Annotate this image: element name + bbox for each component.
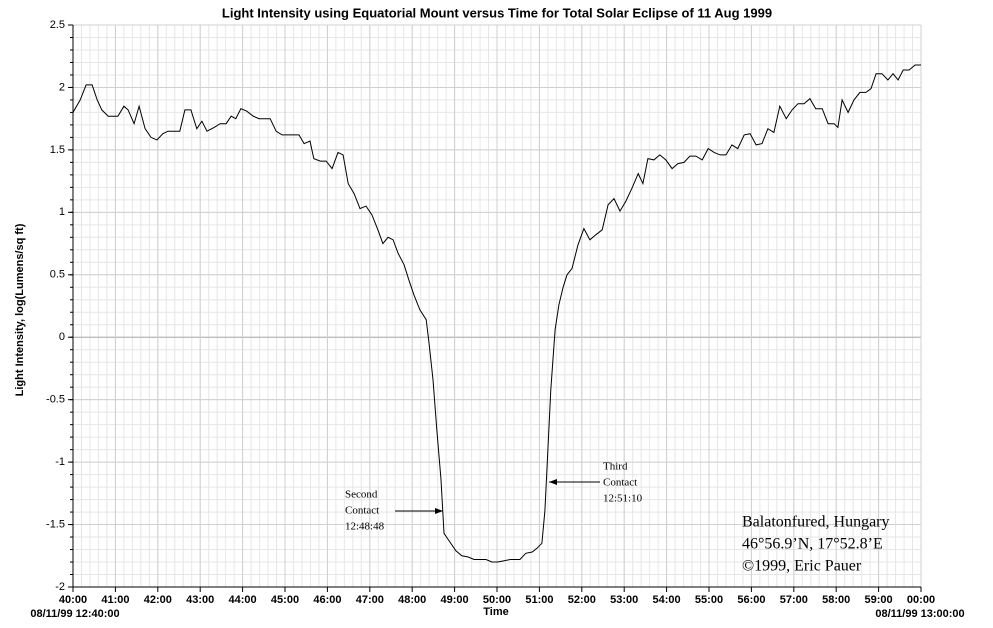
y-axis-label: Light Intensity, log(Lumens/sq ft)	[14, 223, 26, 396]
x-end-label: 08/11/99 13:00:00	[875, 608, 964, 620]
x-tick-label: 48:00	[398, 594, 426, 606]
arrow-head	[549, 479, 557, 485]
x-tick-label: 42:00	[144, 594, 172, 606]
x-tick-label: 43:00	[186, 594, 214, 606]
y-tick-label: -0.5	[46, 394, 65, 406]
y-tick-label: 1.5	[50, 144, 65, 156]
x-tick-label: 56:00	[737, 594, 765, 606]
x-tick-label: 58:00	[822, 594, 850, 606]
y-tick-label: 1	[59, 206, 65, 218]
y-tick-label: -1	[55, 456, 65, 468]
info-text: Balatonfured, Hungary	[742, 514, 890, 531]
x-axis-label: Time	[483, 606, 508, 618]
x-tick-label: 55:00	[695, 594, 723, 606]
info-text: ©1999, Eric Pauer	[742, 558, 862, 575]
annotation-text: Second	[345, 489, 378, 501]
arrow-head	[435, 508, 443, 514]
x-tick-label: 54:00	[653, 594, 681, 606]
x-tick-label: 57:00	[780, 594, 808, 606]
x-tick-label: 59:00	[865, 594, 893, 606]
x-tick-label: 00:00	[907, 594, 935, 606]
chart-title: Light Intensity using Equatorial Mount v…	[222, 5, 772, 20]
x-start-label: 08/11/99 12:40:00	[30, 608, 119, 620]
annotation-text: Contact	[345, 505, 379, 517]
x-tick-label: 45:00	[271, 594, 299, 606]
x-tick-label: 40:00	[59, 594, 87, 606]
x-tick-label: 46:00	[313, 594, 341, 606]
annotation-text: Contact	[603, 477, 637, 489]
info-text: 46°56.9’N, 17°52.8’E	[742, 536, 883, 553]
data-line	[72, 64, 921, 563]
x-tick-label: 50:00	[483, 594, 511, 606]
y-tick-label: -1.5	[46, 518, 65, 530]
x-tick-label: 51:00	[525, 594, 553, 606]
y-tick-label: 2.5	[50, 19, 65, 31]
annotation-text: 12:51:10	[603, 493, 643, 505]
x-tick-label: 44:00	[229, 594, 257, 606]
annotation-text: 12:48:48	[345, 521, 385, 533]
x-tick-label: 47:00	[356, 594, 384, 606]
annotation-text: Third	[603, 461, 628, 473]
x-tick-label: 52:00	[568, 594, 596, 606]
y-tick-label: -2	[55, 581, 65, 593]
y-tick-label: 2	[59, 81, 65, 93]
x-tick-label: 49:00	[441, 594, 469, 606]
x-tick-label: 53:00	[610, 594, 638, 606]
y-tick-label: 0	[59, 331, 65, 343]
x-tick-label: 41:00	[101, 594, 129, 606]
y-tick-label: 0.5	[50, 269, 65, 281]
